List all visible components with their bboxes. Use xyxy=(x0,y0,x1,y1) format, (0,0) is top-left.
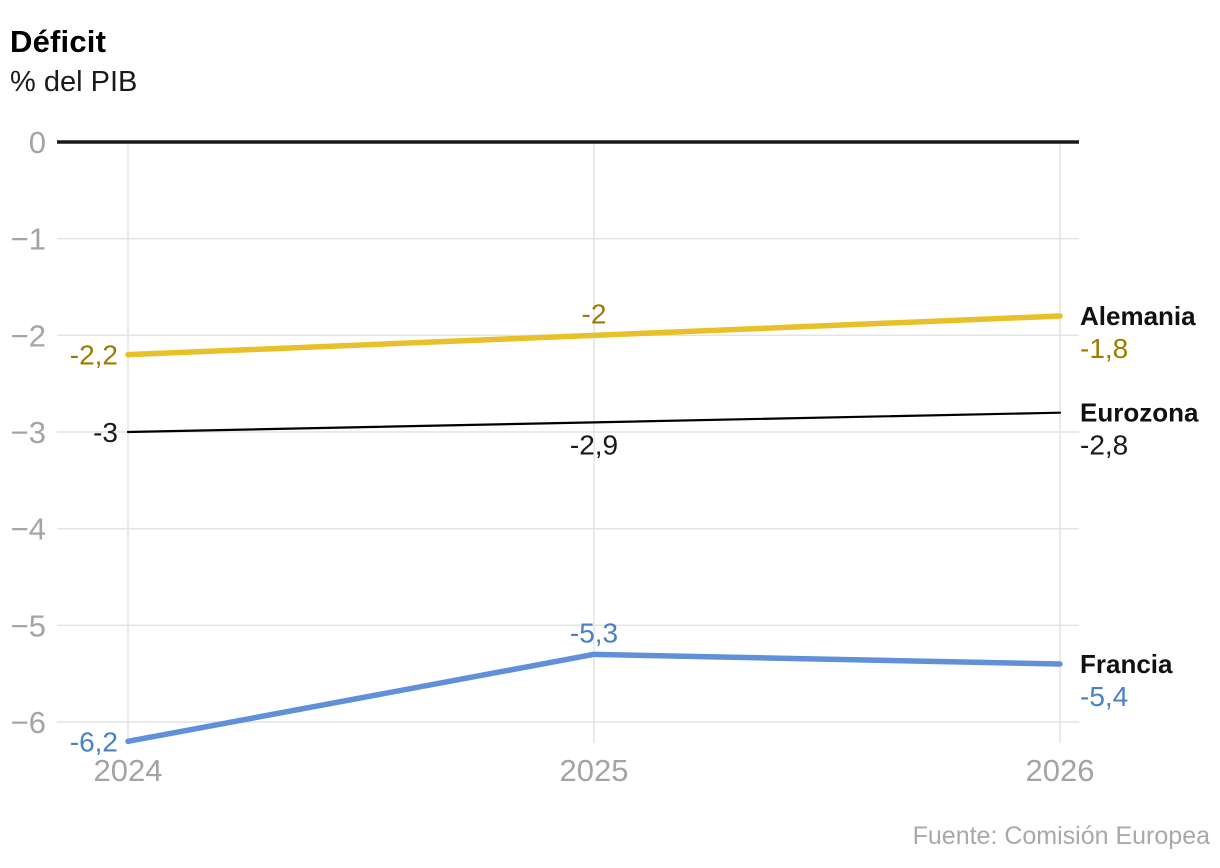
point-label: -2,2 xyxy=(70,340,118,371)
point-label: -6,2 xyxy=(70,726,118,757)
source-note: Fuente: Comisión Europea xyxy=(912,822,1210,850)
series-end-value-label: -2,8 xyxy=(1080,430,1128,461)
x-axis-tick-label: 2025 xyxy=(560,753,629,788)
y-axis-tick-label: −3 xyxy=(11,415,46,450)
point-label: -5,3 xyxy=(570,617,618,648)
series-name-label: Alemania xyxy=(1080,301,1196,331)
series-line-francia xyxy=(125,651,1063,745)
series-name-label: Eurozona xyxy=(1080,398,1199,428)
y-axis-tick-label: −4 xyxy=(11,512,46,547)
y-axis-tick-label: −1 xyxy=(11,222,46,257)
series-name-label: Francia xyxy=(1080,649,1173,679)
point-label: -2,9 xyxy=(570,429,618,460)
series-end-value-label: -1,8 xyxy=(1080,333,1128,364)
series-line-alemania xyxy=(125,313,1063,358)
chart-title: Déficit xyxy=(10,24,107,59)
y-axis-tick-label: −2 xyxy=(11,318,46,353)
chart-subtitle: % del PIB xyxy=(10,66,138,98)
y-axis-tick-label: 0 xyxy=(29,125,46,160)
series-end-value-label: -5,4 xyxy=(1080,681,1128,712)
point-label: -3 xyxy=(93,417,118,448)
y-axis-tick-label: −6 xyxy=(11,705,46,740)
x-axis-tick-label: 2024 xyxy=(94,753,163,788)
y-axis-tick-label: −5 xyxy=(11,608,46,643)
series-line-eurozona xyxy=(126,411,1062,434)
x-axis-tick-label: 2026 xyxy=(1026,753,1095,788)
point-label: -2 xyxy=(582,298,607,329)
